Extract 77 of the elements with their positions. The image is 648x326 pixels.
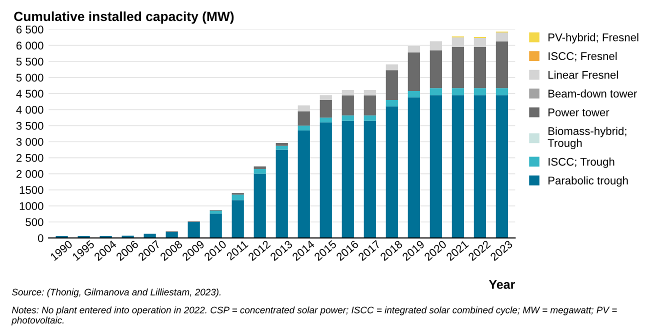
bar [496,95,508,238]
bar [474,46,486,88]
x-axis-title: Year [488,280,515,289]
bar [232,194,244,200]
y-tick-label: 0 [38,234,44,242]
bar [430,50,442,88]
bar [364,95,376,116]
bar [276,142,288,146]
y-tick-label: 4 500 [16,90,44,98]
y-tick-label: 2 000 [16,170,44,178]
bar [496,42,508,88]
bar [386,70,398,100]
bar [452,46,464,88]
bar [474,38,486,47]
bar [364,115,376,121]
bar [210,214,222,238]
legend-label: Parabolic trough [548,176,628,187]
bar [320,100,332,118]
bar [276,150,288,238]
legend-label: Biomass-hybrid; Trough [548,126,626,150]
bar [298,126,310,130]
bar [298,130,310,238]
legend-label: ISCC; Trough [548,158,614,168]
y-tick-label: 1500 [20,186,44,194]
bar [408,97,420,238]
bar [430,41,442,50]
bar [276,146,288,150]
y-tick-label: 5 000 [16,74,44,82]
y-tick-label: 4 000 [16,106,44,114]
y-tick-label: 6 500 [16,26,44,34]
text: Notes: No plant entered into operation in 2022. CSP = concentrated solar power; ISCC = integrated solar combined cycle; MW = megawatt; PV = photovoltaic. [11,306,617,326]
bar [342,95,354,116]
y-tick-label: 500 [26,218,44,226]
bar [364,90,376,96]
bar [452,95,464,238]
bar [342,120,354,238]
legend-label: Power tower [548,108,610,116]
bar [386,64,398,70]
y-tick-label: 5 500 [16,58,44,66]
bar [188,222,200,238]
bar [342,115,354,121]
y-tick-label: 3 000 [16,138,44,146]
chart-title: Cumulative installed capacity (MW) [14,11,234,24]
source-note: Source: (Thonig, Gilmanova and Lilliestam, 2023). [12,288,220,298]
legend-label: Linear Fresnel [548,70,618,79]
legend-label: ISCC; Fresnel [548,52,617,62]
bar [386,100,398,106]
bar [452,37,464,47]
y-tick-label: 6 000 [16,42,44,50]
bar [496,88,508,96]
bar [496,32,508,42]
bar [474,88,486,96]
bar [298,105,310,112]
bar [342,90,354,96]
bar [254,168,266,174]
legend-label: Beam-down tower [548,89,637,98]
bar [452,88,464,96]
bar [430,95,442,238]
bar [408,52,420,91]
bar [430,88,442,96]
y-tick-label: 2 500 [16,154,44,162]
bar [386,106,398,238]
bar [320,118,332,122]
bar [210,210,222,214]
y-tick-label: 1000 [20,202,44,210]
bar [254,166,266,169]
bar [408,46,420,52]
bar [320,95,332,100]
bar [232,200,244,238]
bar [364,120,376,238]
bar [298,111,310,126]
legend-label: PV-hybrid; Fresnel [548,33,638,44]
bar [408,90,420,98]
bar [474,95,486,238]
bar [320,122,332,238]
y-tick-label: 3 500 [16,122,44,130]
bar [254,174,266,238]
